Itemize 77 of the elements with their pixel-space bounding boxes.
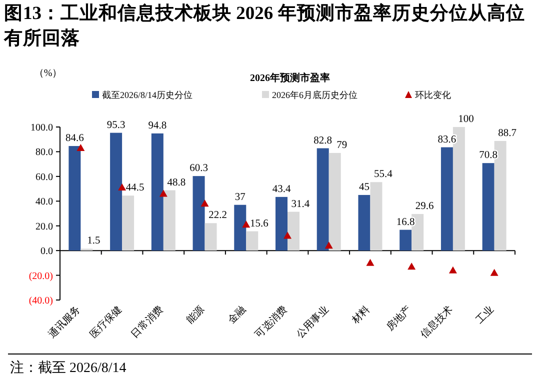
data-label: 100 (458, 114, 474, 125)
point (159, 190, 168, 197)
bar (122, 196, 134, 251)
bar (370, 182, 382, 251)
point (118, 184, 126, 191)
data-label: 31.4 (291, 198, 310, 210)
data-label: 1.5 (87, 236, 100, 247)
bar (163, 190, 176, 251)
bar (110, 132, 122, 251)
point (76, 144, 85, 152)
y-tick-label: 20.0 (36, 221, 53, 232)
point (324, 242, 333, 249)
data-label: 82.8 (314, 135, 332, 146)
x-tick-label: 工业 (474, 304, 496, 326)
y-tick-label: 60.0 (36, 172, 53, 183)
x-tick-label: 通讯服务 (46, 304, 83, 340)
y-tick-label: 100.0 (30, 122, 53, 134)
legend-label: 2026年6月底历史分位 (272, 90, 358, 100)
x-tick-label: 日常消费 (128, 304, 166, 340)
data-label: 29.6 (415, 200, 434, 212)
x-tick-label: 材料 (349, 304, 372, 327)
x-tick-label: 金融 (226, 304, 248, 326)
data-label: 95.3 (106, 120, 126, 131)
data-label: 84.6 (65, 133, 84, 144)
y-axis-title: （%） (34, 68, 62, 79)
point (242, 220, 250, 228)
bar (400, 230, 412, 251)
y-tick-label: 0.0 (40, 246, 53, 258)
data-label: 83.6 (438, 134, 456, 146)
bar (234, 204, 246, 251)
data-label: 70.8 (479, 150, 498, 162)
point (448, 266, 457, 274)
point (408, 262, 416, 270)
bar (276, 196, 288, 251)
y-tick-label: (20.0) (28, 270, 53, 282)
bar (440, 147, 453, 251)
legend-label: 截至2026/8/14历史分位 (102, 90, 193, 100)
x-tick-label: 公用事业 (294, 304, 331, 340)
data-label: 45 (358, 182, 370, 193)
bar (316, 148, 329, 251)
bar (482, 163, 494, 251)
bar (204, 223, 217, 251)
bar (358, 194, 370, 251)
bar (328, 152, 341, 251)
bar (246, 231, 258, 251)
data-label: 37 (234, 192, 246, 203)
data-label: 79 (336, 140, 348, 151)
chart-title: 图13：工业和信息技术板块 2026 年预测市盈率历史分位从高位有所回落 (4, 2, 526, 51)
bar (151, 133, 164, 251)
point (284, 232, 292, 239)
data-label: 43.4 (272, 184, 292, 195)
bar (192, 176, 205, 251)
data-label: 88.7 (498, 128, 517, 139)
data-label: 48.8 (167, 177, 186, 188)
point (200, 200, 209, 207)
point (490, 268, 498, 276)
data-label: 55.4 (374, 169, 394, 180)
data-label: 15.6 (250, 218, 268, 230)
x-tick-label: 房地产 (384, 304, 414, 334)
point (366, 258, 374, 266)
data-label: 44.5 (126, 182, 144, 194)
text: 注：截至 2026/8/14 (10, 360, 126, 376)
bar (288, 212, 300, 251)
y-tick-label: (40.0) (28, 296, 53, 306)
data-label: 22.2 (208, 210, 227, 222)
chart-subtitle: 2026年预测市盈率 (250, 72, 330, 84)
x-tick-label: 能源 (184, 304, 207, 326)
legend-label: 环比变化 (415, 90, 451, 100)
x-tick-label: 医疗保健 (87, 304, 124, 340)
data-label: 94.8 (148, 120, 167, 132)
y-tick-label: 40.0 (36, 196, 53, 208)
x-tick-label: 可选消费 (252, 304, 290, 340)
y-tick-label: 80.0 (36, 147, 53, 158)
x-tick-label: 信息技术 (418, 304, 456, 340)
data-label: 60.3 (190, 163, 208, 174)
bar (68, 146, 81, 251)
data-label: 16.8 (396, 216, 415, 228)
